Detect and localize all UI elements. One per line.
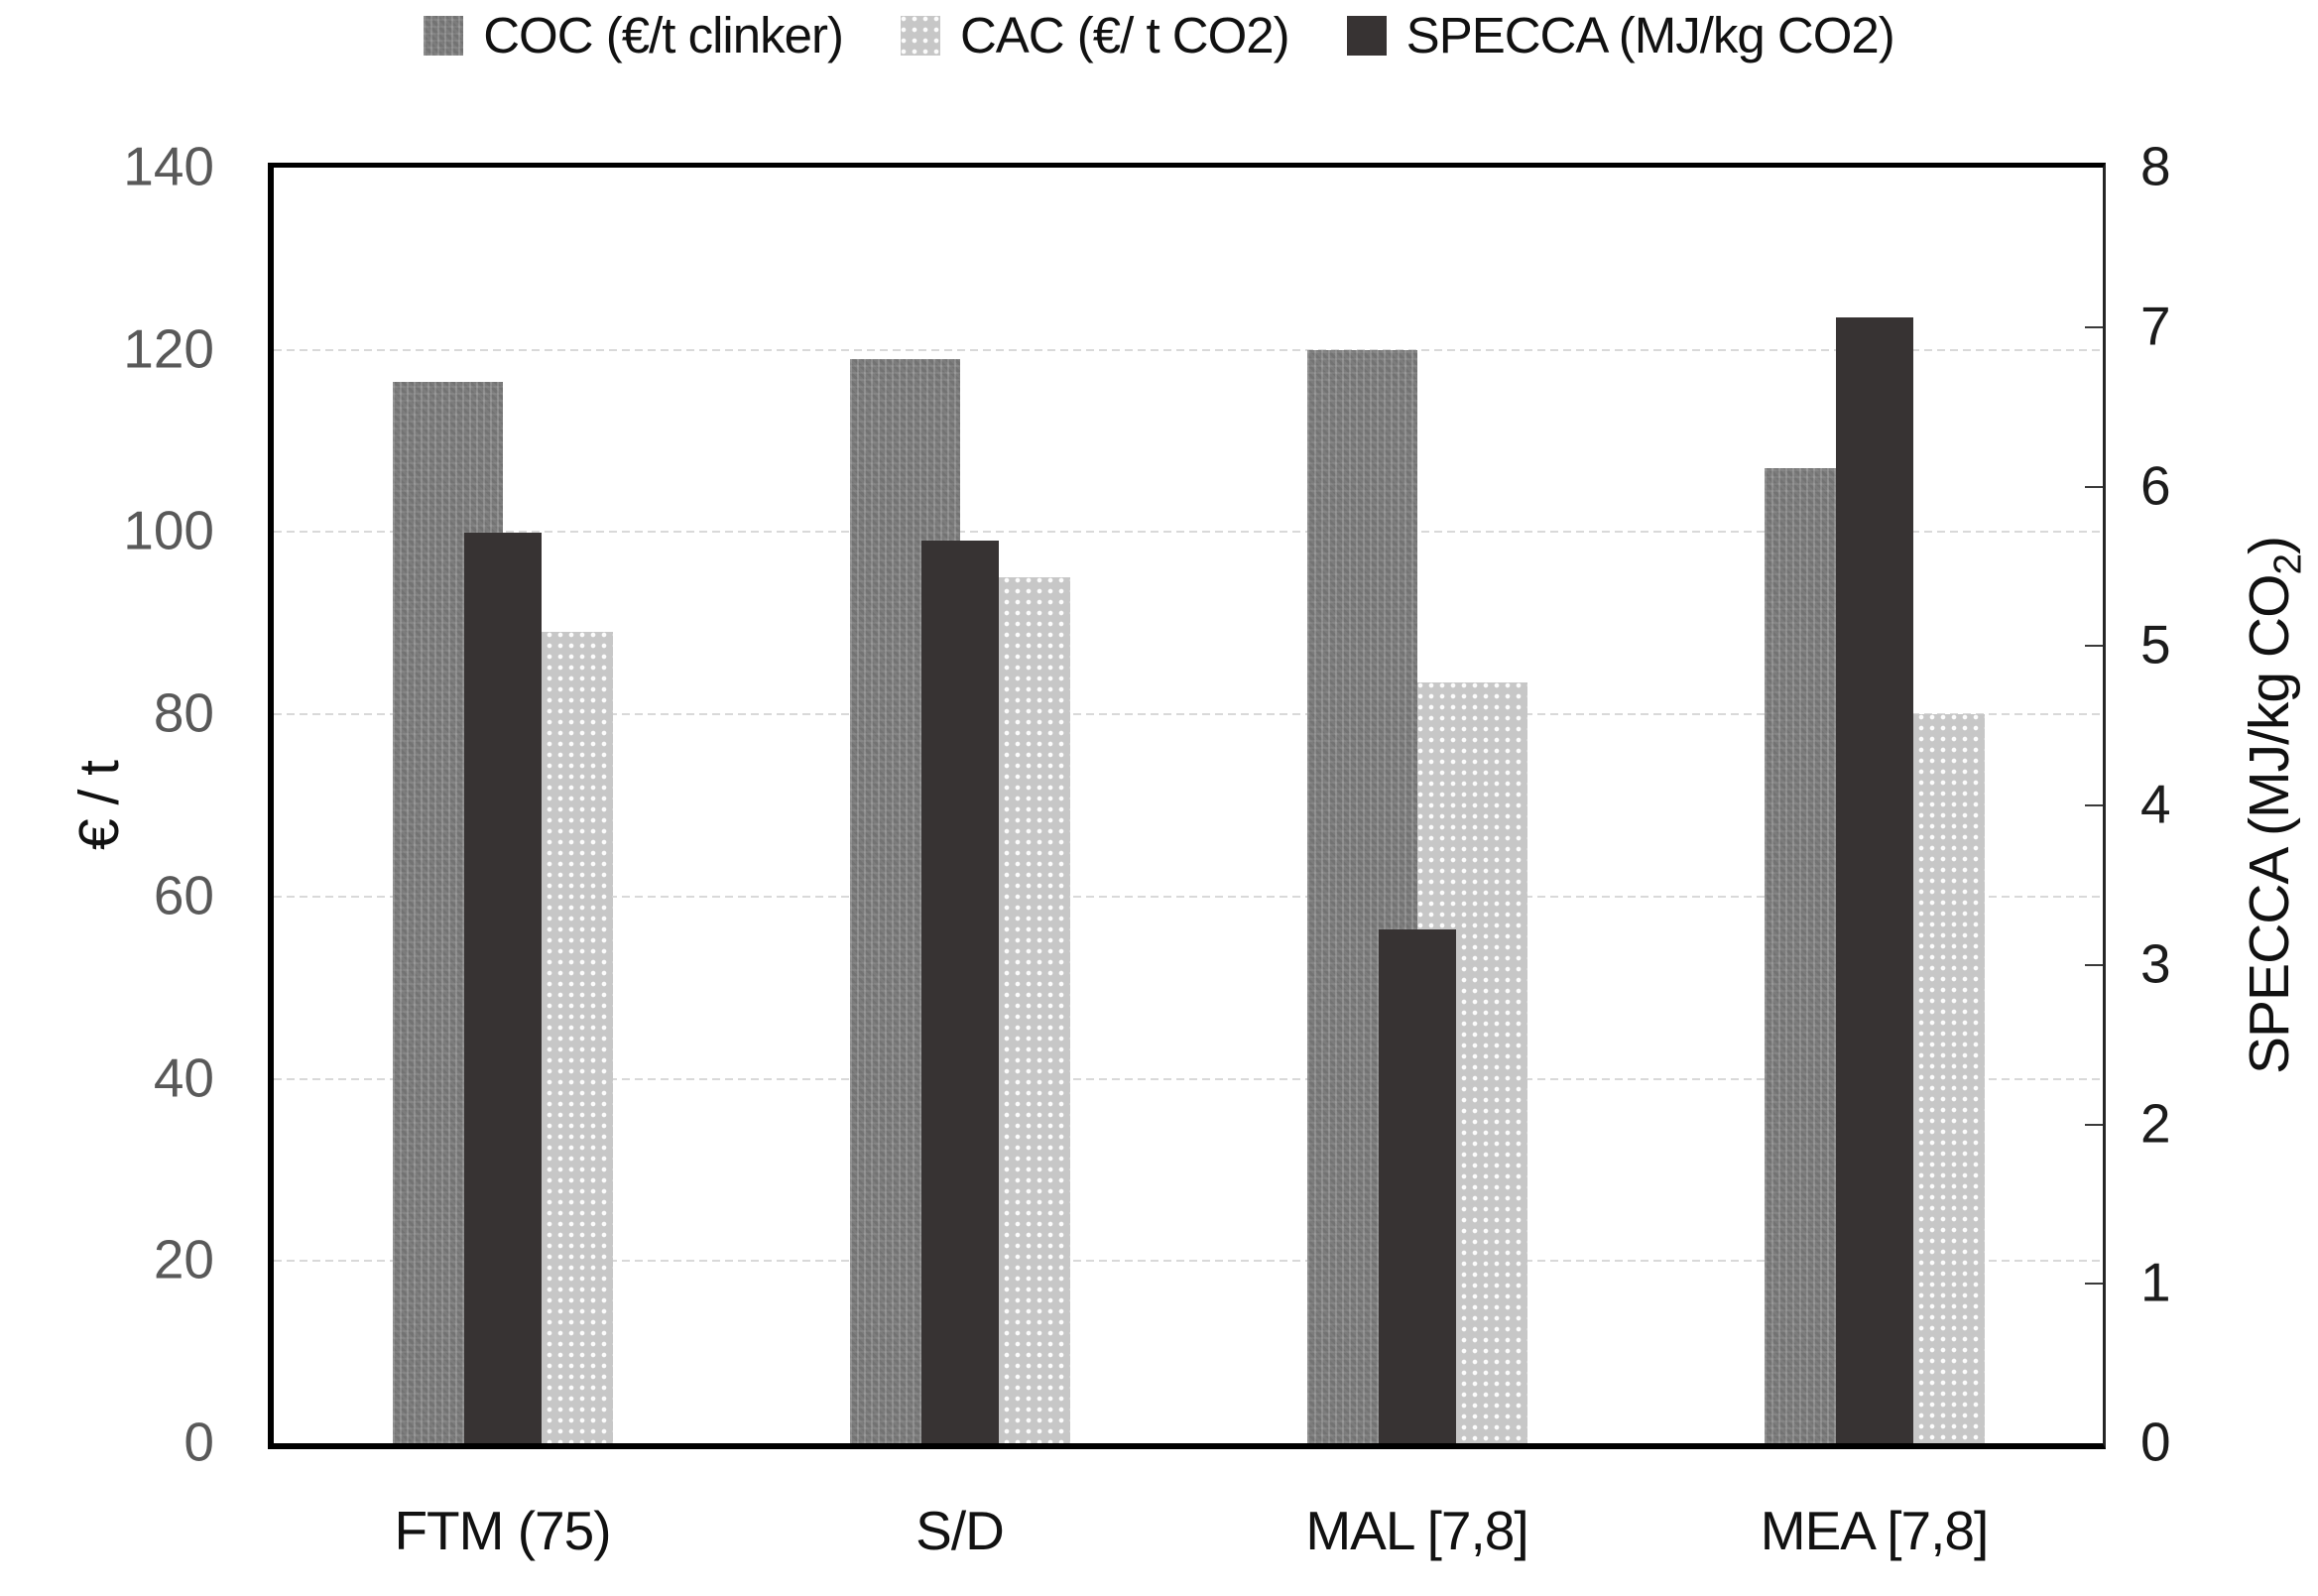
left-tick-label-100: 100 (123, 500, 214, 562)
right-axis-title-subscript: 2 (2266, 553, 2310, 575)
x-category-label-2: MAL [7,8] (1305, 1500, 1528, 1561)
bar-specca-2 (1378, 929, 1456, 1443)
right-tick-label-0: 0 (2140, 1411, 2171, 1473)
legend-swatch-cac-icon (900, 15, 940, 56)
legend: COC (€/t clinker) CAC (€/ t CO2) SPECCA … (0, 6, 2318, 64)
x-category-label-3: MEA [7,8] (1760, 1500, 1989, 1561)
left-tick-label-60: 60 (153, 864, 214, 926)
right-axis-title-prefix: SPECCA (MJ/kg CO (2238, 574, 2301, 1074)
gridline-80 (274, 713, 2103, 716)
plot-area (268, 163, 2106, 1449)
right-axis-tick-5 (2085, 645, 2103, 648)
right-axis-tick-6 (2085, 485, 2103, 488)
gridline-60 (274, 895, 2103, 898)
legend-label-cac: CAC (€/ t CO2) (959, 7, 1290, 63)
gridline-40 (274, 1077, 2103, 1080)
bar-specca-1 (920, 541, 999, 1443)
right-tick-label-5: 5 (2140, 613, 2171, 675)
left-tick-label-0: 0 (183, 1411, 214, 1473)
right-tick-label-7: 7 (2140, 295, 2171, 357)
x-category-label-0: FTM (75) (394, 1500, 611, 1561)
bar-specca-3 (1835, 317, 1913, 1443)
left-tick-label-80: 80 (153, 681, 214, 744)
legend-item-cac: CAC (€/ t CO2) (900, 6, 1290, 64)
left-tick-label-20: 20 (153, 1229, 214, 1291)
left-tick-label-120: 120 (123, 317, 214, 380)
right-axis-tick-4 (2085, 804, 2103, 806)
gridline-120 (274, 348, 2103, 351)
legend-item-coc: COC (€/t clinker) (424, 6, 844, 64)
right-tick-label-8: 8 (2140, 135, 2171, 197)
right-axis-tick-2 (2085, 1123, 2103, 1126)
right-axis-tick-3 (2085, 963, 2103, 966)
right-tick-label-1: 1 (2140, 1251, 2171, 1313)
right-tick-label-2: 2 (2140, 1092, 2171, 1155)
legend-label-specca: SPECCA (MJ/kg CO2) (1405, 7, 1895, 63)
right-tick-label-3: 3 (2140, 932, 2171, 995)
right-axis-tick-1 (2085, 1283, 2103, 1286)
right-axis-tick-7 (2085, 325, 2103, 328)
legend-item-specca: SPECCA (MJ/kg CO2) (1346, 6, 1895, 64)
legend-label-coc: COC (€/t clinker) (483, 7, 844, 63)
x-category-label-1: S/D (915, 1500, 1005, 1561)
left-axis-title: € / t (67, 760, 131, 851)
right-axis-title-suffix: ) (2238, 537, 2301, 554)
legend-swatch-specca-icon (1346, 15, 1387, 56)
legend-swatch-coc-icon (424, 15, 464, 56)
left-tick-label-140: 140 (123, 135, 214, 197)
left-tick-label-40: 40 (153, 1046, 214, 1109)
right-tick-label-6: 6 (2140, 454, 2171, 517)
gridline-20 (274, 1260, 2103, 1263)
gridline-100 (274, 531, 2103, 534)
plot-inner (274, 168, 2103, 1443)
bar-specca-0 (463, 533, 542, 1443)
right-axis-title: SPECCA (MJ/kg CO2) (2237, 537, 2309, 1074)
right-tick-label-4: 4 (2140, 773, 2171, 835)
